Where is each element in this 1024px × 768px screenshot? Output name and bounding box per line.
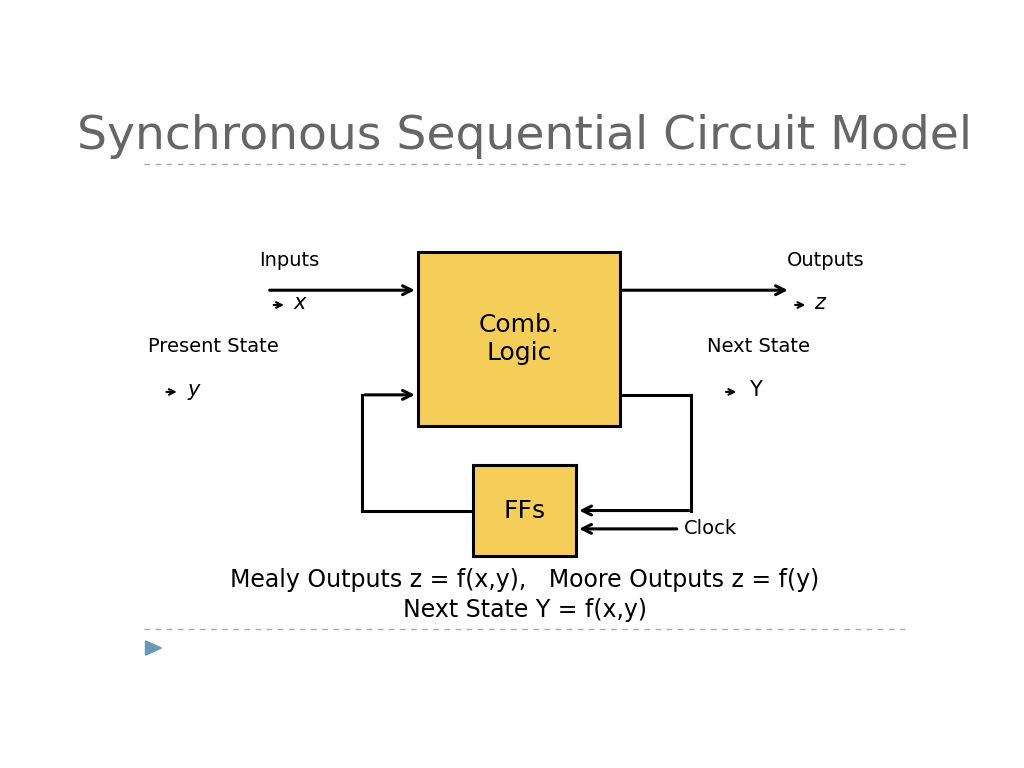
Text: Comb.
Logic: Comb. Logic: [478, 313, 559, 365]
Text: Inputs: Inputs: [259, 250, 319, 270]
Polygon shape: [145, 641, 162, 655]
Text: Outputs: Outputs: [786, 250, 864, 270]
Text: x: x: [293, 293, 305, 313]
Text: Next State: Next State: [708, 337, 810, 356]
Text: z: z: [814, 293, 825, 313]
Bar: [473, 465, 577, 556]
Text: Present State: Present State: [147, 337, 279, 356]
Text: Mealy Outputs z = f(x,y),   Moore Outputs z = f(y): Mealy Outputs z = f(x,y), Moore Outputs …: [230, 568, 819, 592]
Text: y: y: [187, 380, 200, 400]
Bar: [418, 252, 621, 426]
Text: Next State Y = f(x,y): Next State Y = f(x,y): [402, 598, 647, 621]
Text: Clock: Clock: [684, 519, 736, 538]
Text: Synchronous Sequential Circuit Model: Synchronous Sequential Circuit Model: [77, 114, 973, 159]
Text: FFs: FFs: [504, 498, 546, 522]
Text: Y: Y: [749, 380, 762, 400]
